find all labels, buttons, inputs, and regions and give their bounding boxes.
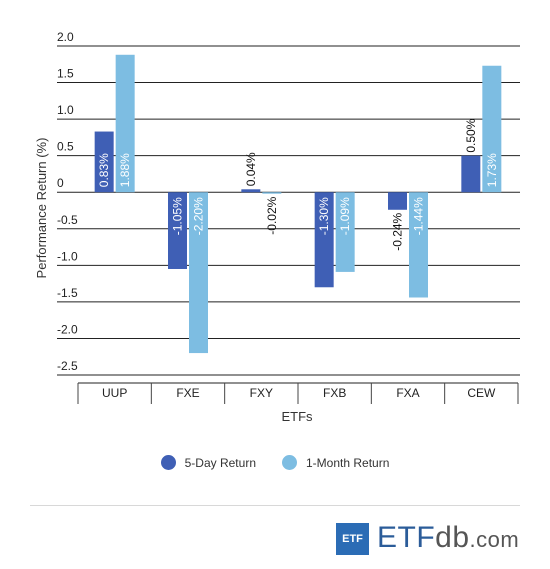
- y-tick-label: 0.5: [57, 140, 74, 154]
- y-tick-label: -0.5: [57, 213, 78, 227]
- data-label: -1.30%: [317, 197, 331, 235]
- y-tick-label: -1.5: [57, 286, 78, 300]
- legend-label-5-day: 5-Day Return: [184, 455, 256, 470]
- legend-item-5-day: 5-Day Return: [160, 455, 256, 470]
- bar-fxe-1-month: [189, 192, 208, 354]
- bars: 0.83% 1.88%-1.05% -2.20%0.04%-0.02% -1.30% -…: [94, 54, 502, 354]
- bar-fxa-5-day: [388, 192, 407, 210]
- y-tick-label: -2.5: [57, 359, 78, 373]
- bar-uup-1-month: [115, 54, 135, 193]
- y-tick-label: 0: [57, 176, 64, 190]
- bar-cew-5-day: [461, 155, 481, 193]
- y-tick-label: -2.0: [57, 322, 78, 336]
- legend-swatch-5-day: [160, 455, 176, 470]
- x-axis: UUP FXE FXY FXB FXA CEW: [77, 382, 519, 404]
- bar-cew-1-month: [482, 65, 502, 193]
- x-tick-label: FXY: [250, 386, 273, 400]
- data-label: -0.24%: [391, 212, 405, 250]
- bar-fxy-5-day: [241, 189, 261, 193]
- logo-wordmark: ETFdb.com: [377, 522, 519, 556]
- legend-item-1-month: 1-Month Return: [282, 455, 389, 470]
- data-label: 0.83%: [97, 153, 111, 187]
- footer-divider: [30, 505, 520, 506]
- y-tick-label: 1.5: [57, 67, 74, 81]
- y-axis-title: Performance Return (%): [34, 138, 49, 279]
- logo-etf: ETF: [377, 521, 436, 554]
- x-tick-label: FXB: [323, 386, 346, 400]
- etfdb-logo: ETF ETFdb.com: [336, 522, 519, 556]
- x-tick-label: FXA: [396, 386, 419, 400]
- bar-fxb-5-day: [314, 192, 334, 288]
- bar-fxb-1-month: [335, 192, 355, 272]
- legend-swatch-1-month: [282, 455, 297, 470]
- x-tick-label: CEW: [467, 386, 496, 400]
- bar-fxe-5-day: [168, 192, 187, 269]
- data-label: -1.44%: [412, 197, 426, 235]
- data-label: 0.50%: [464, 118, 478, 152]
- bar-chart: 2.0 1.5 1.0 0.5 0 -0.5 -1.0 -1.5 -2.0 -2.5 0.83% 1…: [34, 30, 520, 424]
- legend-label-1-month: 1-Month Return: [306, 455, 390, 470]
- logo-db: db: [435, 521, 470, 554]
- data-label: -1.09%: [338, 197, 352, 235]
- etf-badge-icon: ETF: [336, 523, 369, 555]
- data-label: -0.02%: [265, 196, 279, 234]
- y-axis-ticks: 2.0 1.5 1.0 0.5 0 -0.5 -1.0 -1.5 -2.0 -2.5: [57, 30, 78, 373]
- data-label: -1.05%: [171, 197, 185, 235]
- x-tick-label: FXE: [176, 386, 199, 400]
- legend: 5-Day Return 1-Month Return: [0, 455, 550, 470]
- y-tick-label: 2.0: [57, 30, 74, 44]
- logo-com: .com: [469, 527, 520, 552]
- data-label: 1.88%: [118, 153, 132, 187]
- data-label: 1.73%: [485, 153, 499, 187]
- y-tick-label: -1.0: [57, 249, 78, 263]
- bar-fxa-1-month: [409, 192, 428, 298]
- data-label: 0.04%: [244, 152, 258, 186]
- x-axis-title: ETFs: [281, 409, 313, 424]
- bar-fxy-1-month: [262, 192, 282, 194]
- x-tick-label: UUP: [102, 386, 127, 400]
- y-tick-label: 1.0: [57, 103, 74, 117]
- data-label: -2.20%: [192, 197, 206, 235]
- bar-uup-5-day: [94, 131, 114, 193]
